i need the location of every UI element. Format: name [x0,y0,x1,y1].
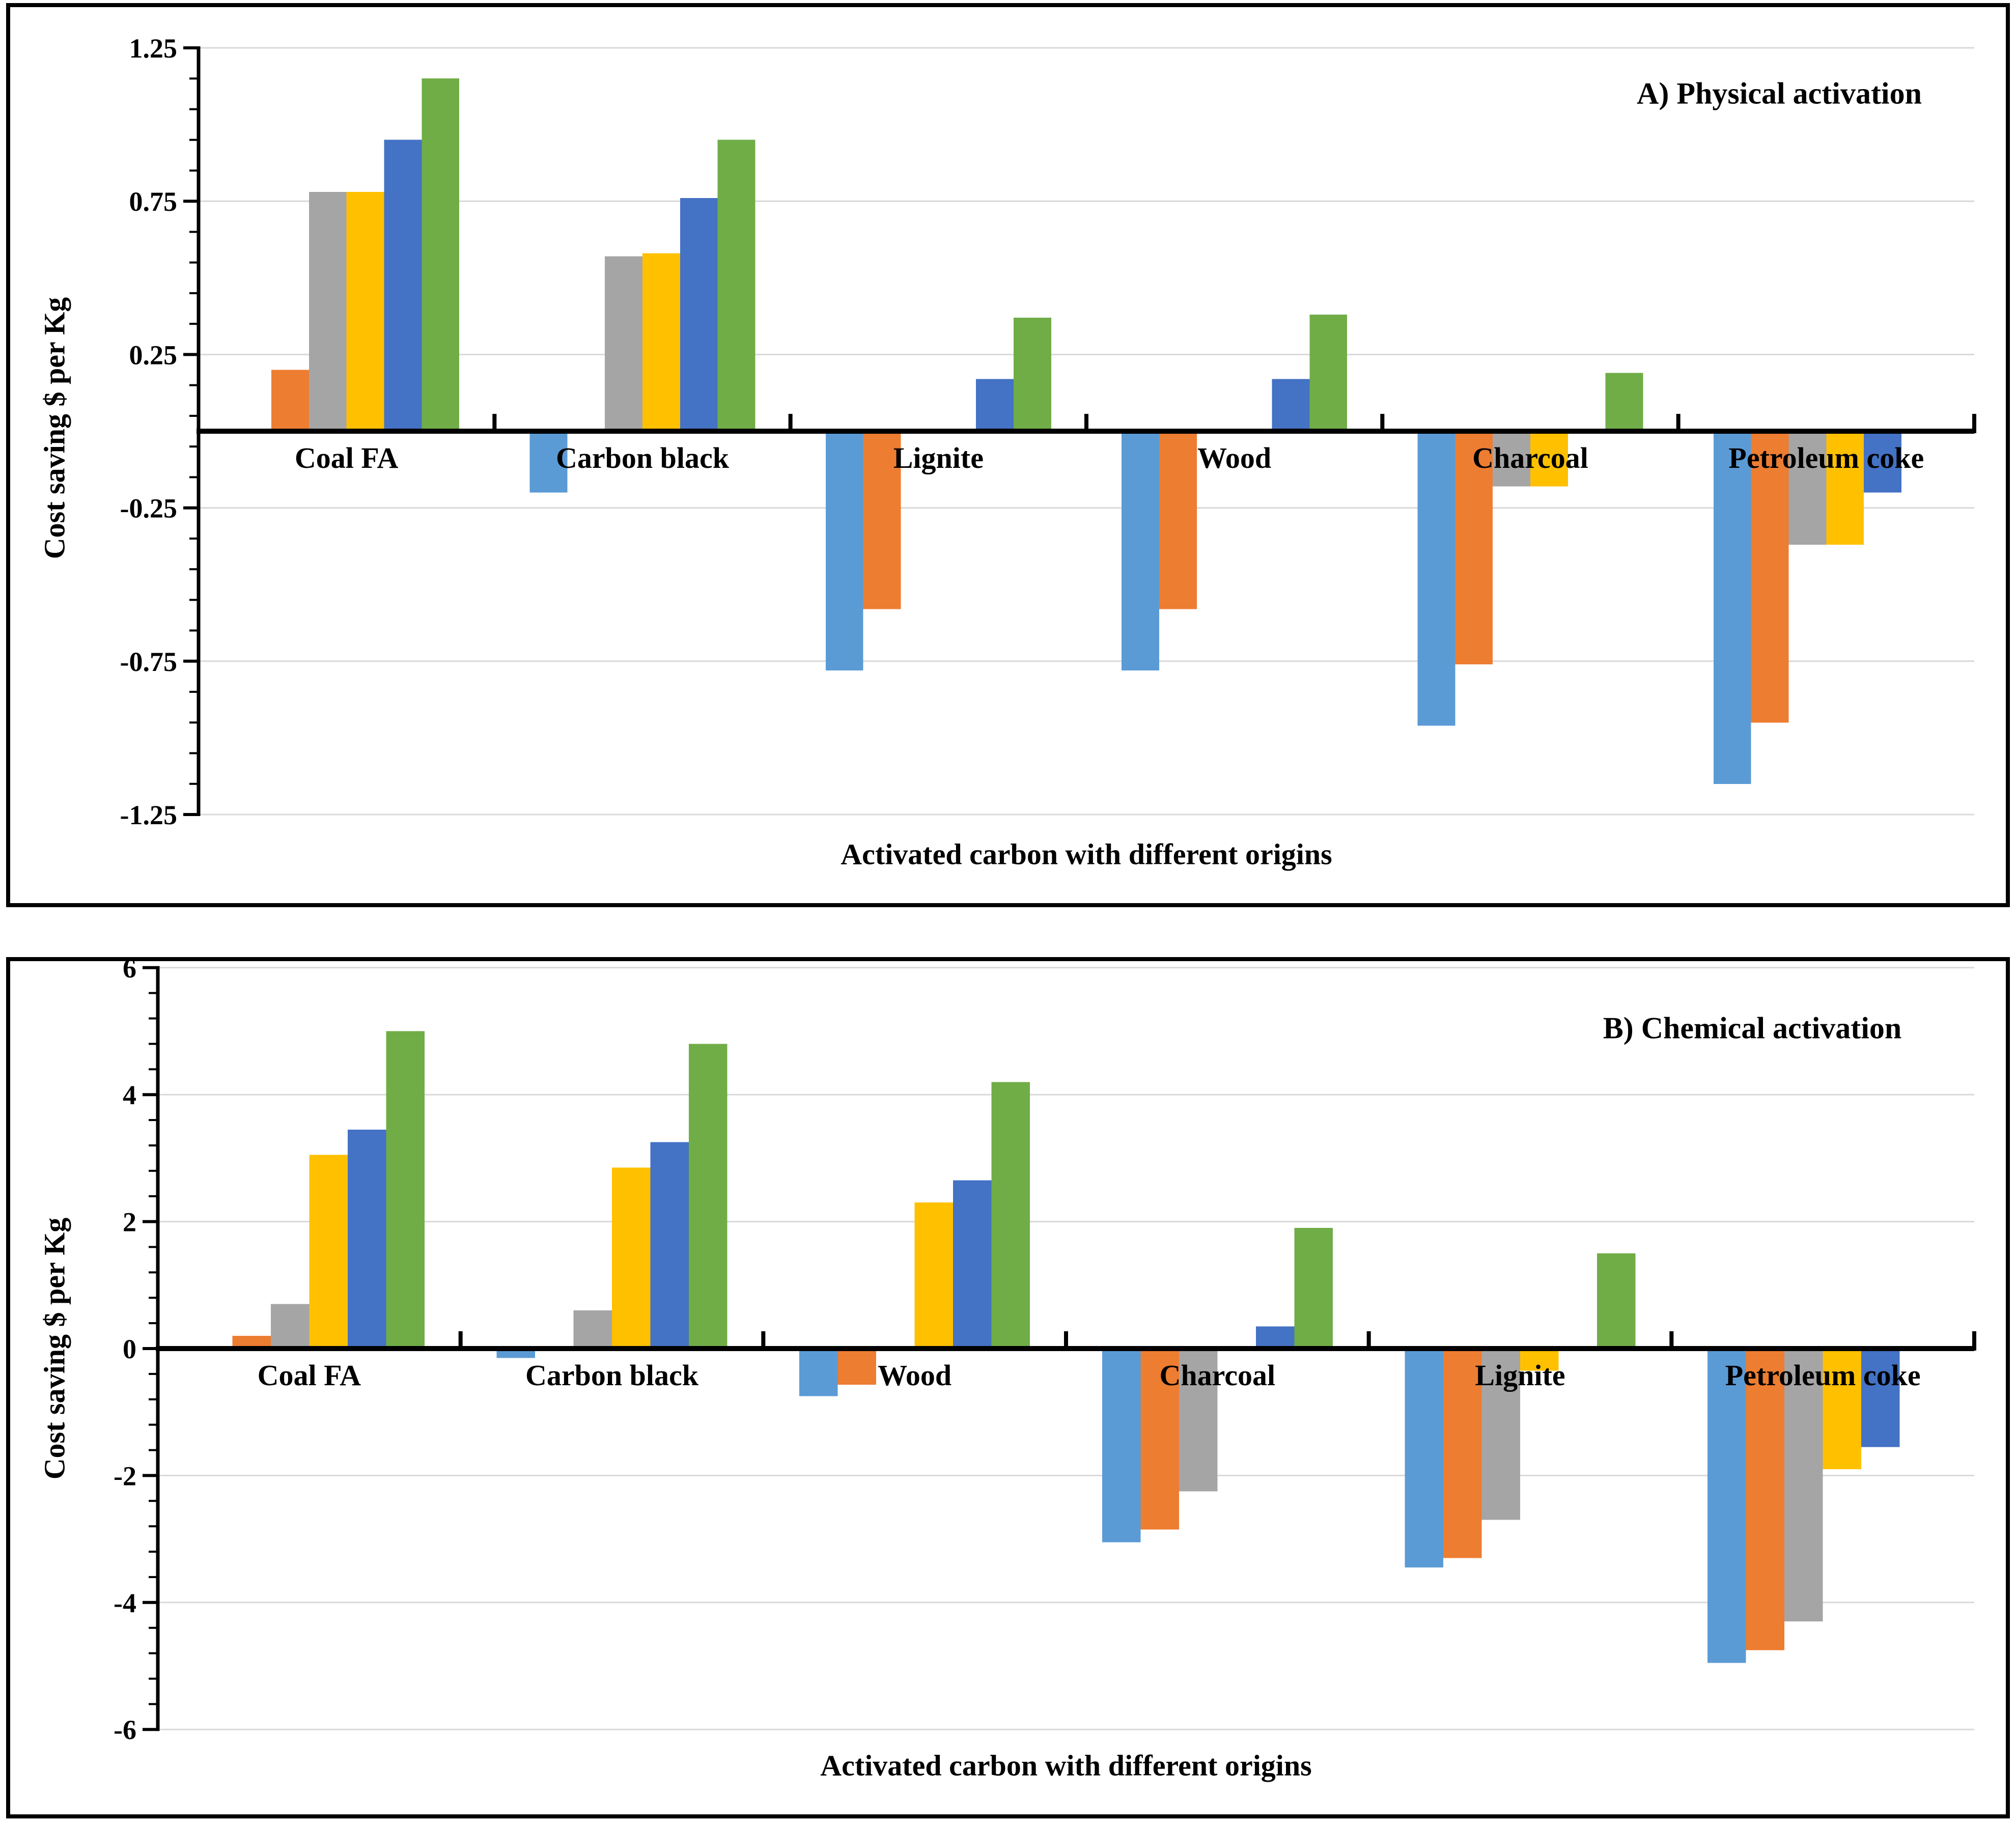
y-tick-label: 4 [123,1080,136,1110]
bar [1294,1228,1333,1349]
category-label: Coal FA [295,441,399,474]
category-label: Petroleum coke [1725,1359,1921,1392]
panel-a-title: A) Physical activation [1637,76,1922,110]
y-tick-label: 0 [123,1334,136,1364]
bar [422,78,460,432]
bar [1493,431,1530,487]
category-label: Wood [1197,441,1271,474]
bar [1309,315,1348,431]
bar [1605,373,1643,431]
bar [1443,1349,1482,1558]
chart-b-canvas: 6 4 2 0 -2 -4 -6 Coal FA Carbon black Wood Charcoa… [6,957,2010,1818]
bar [1520,1349,1559,1371]
bar [1784,1349,1823,1622]
y-tick-label: -0.25 [120,493,177,524]
bar [1864,431,1901,493]
bar [612,1167,651,1349]
y-tick-label: 0.25 [129,340,178,370]
bar [573,1310,612,1349]
y-tick-label: 2 [123,1207,136,1238]
bar [1455,431,1493,664]
bar [529,431,568,493]
category-label: Wood [878,1359,951,1392]
bar [680,198,718,431]
y-tick-label: 6 [123,957,136,984]
bar [642,253,680,431]
bar [717,139,755,432]
y-tick-label: -1.25 [120,800,177,830]
bar [605,256,642,431]
y-tick-label: -0.75 [120,647,177,677]
panel-b-title: B) Chemical activation [1603,1011,1902,1045]
bar [1826,431,1864,545]
bar [953,1180,992,1349]
bar [799,1349,838,1396]
bar [1861,1349,1900,1447]
bar [1102,1349,1141,1543]
bar [689,1044,727,1349]
bar [914,1202,954,1349]
bar [837,1349,877,1385]
bar [1746,1349,1785,1650]
bar [309,192,347,431]
panel-border [6,3,2010,907]
bar [1013,318,1051,431]
bar [309,1155,348,1349]
bar [1481,1349,1520,1520]
bar [1713,431,1751,784]
y-tick-label: -4 [114,1588,136,1618]
bar [347,1129,386,1349]
bar [386,1031,425,1349]
category-label: Charcoal [1472,441,1588,474]
chart-a-canvas: 1.25 0.75 0.25 -0.25 -0.75 -1.25 Coal FA Carbon… [6,3,2010,907]
category-label: Charcoal [1159,1359,1275,1392]
chart-a-x-axis-title: Activated carbon with different origins [841,837,1332,871]
category-label: Petroleum coke [1728,441,1924,474]
bar [1255,1326,1295,1349]
bar [1597,1253,1636,1349]
bar [1530,431,1568,487]
bar [1140,1349,1179,1530]
category-label: Lignite [893,441,984,474]
bar [1417,431,1455,726]
category-label: Carbon black [556,441,730,474]
bar [1707,1349,1746,1663]
bar [650,1142,689,1349]
bar [1751,431,1789,723]
category-label: Carbon black [525,1359,699,1392]
bar [1122,431,1160,670]
y-tick-label: 1.25 [129,33,178,64]
chart-b-y-axis-title: Cost saving $ per Kg [38,1217,71,1480]
category-label: Coal FA [258,1359,361,1392]
y-tick-label: -2 [114,1461,136,1491]
y-tick-label: -6 [114,1715,136,1745]
bar [976,379,1014,431]
chart-a-y-axis-title: Cost saving $ per Kg [38,297,71,559]
panel-physical-activation: 1.25 0.75 0.25 -0.25 -0.75 -1.25 Coal FA Carbon… [6,3,2010,907]
bar [270,1304,310,1349]
panel-chemical-activation: 6 4 2 0 -2 -4 -6 Coal FA Carbon black Wood Charcoa… [6,957,2010,1818]
bar [863,431,901,609]
bar [1788,431,1827,545]
bar [1823,1349,1862,1469]
category-label: Lignite [1475,1359,1565,1392]
bar [346,192,384,431]
bar [991,1082,1030,1349]
bar [271,370,309,431]
bar [825,431,863,670]
bar [1405,1349,1443,1568]
panel-border [6,957,2010,1818]
bar [1272,379,1310,431]
bar [384,139,422,432]
bar [1179,1349,1218,1492]
bar [1159,431,1197,609]
y-tick-label: 0.75 [129,186,178,217]
chart-b-x-axis-title: Activated carbon with different origins [820,1749,1312,1782]
